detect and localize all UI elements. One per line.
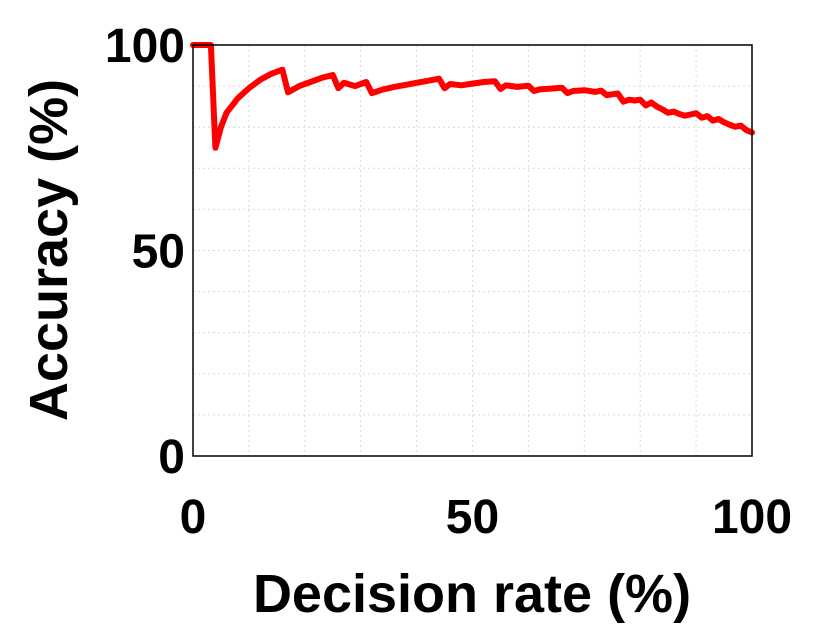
x-tick-label: 100 (712, 491, 792, 544)
x-tick-labels: 0 50 100 (180, 491, 792, 544)
y-tick-labels: 0 50 100 (105, 20, 185, 484)
x-tick-label: 50 (446, 491, 499, 544)
grid (193, 45, 752, 456)
y-tick-label: 0 (158, 431, 185, 484)
series-group (190, 42, 755, 151)
y-tick-label: 100 (105, 20, 185, 73)
y-tick-label: 50 (132, 226, 185, 279)
x-tick-label: 0 (180, 491, 207, 544)
x-axis-label: Decision rate (%) (253, 564, 691, 624)
plot-frame (192, 44, 753, 457)
accuracy-series-line (190, 42, 755, 151)
y-axis-label: Accuracy (%) (19, 79, 79, 421)
